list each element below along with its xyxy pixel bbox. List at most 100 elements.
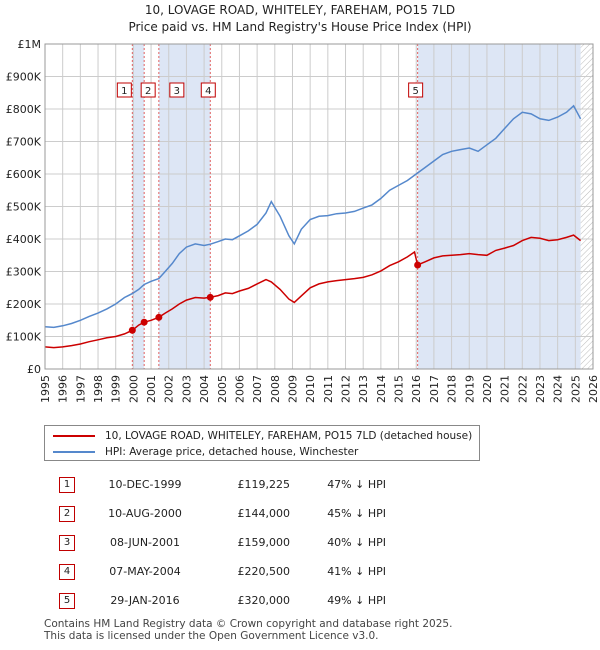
sale-hpi-diff: 45% ↓ HPI [327, 507, 386, 520]
sale-price: £320,000 [237, 594, 291, 607]
sale-point [155, 313, 163, 321]
legend-swatch-hpi [53, 451, 95, 453]
x-tick-label: 2025 [569, 375, 582, 403]
legend-item-hpi: HPI: Average price, detached house, Winc… [53, 446, 358, 458]
x-tick-label: 2003 [180, 375, 193, 403]
chart-title: 10, LOVAGE ROAD, WHITELEY, FAREHAM, PO15… [144, 3, 456, 17]
x-tick-label: 2014 [375, 375, 388, 403]
sale-number: 3 [59, 534, 75, 551]
sale-price: £119,225 [237, 478, 291, 491]
x-tick-label: 2018 [446, 375, 459, 403]
x-tick-label: 2020 [481, 375, 494, 403]
sale-date: 10-DEC-1999 [108, 478, 182, 491]
x-tick-label: 1999 [110, 375, 123, 403]
x-tick-label: 2019 [463, 375, 476, 403]
hpi-line [44, 104, 582, 329]
y-tick-label: £500K [6, 201, 42, 214]
sale-hpi-diff: 40% ↓ HPI [327, 536, 386, 549]
x-tick-label: 2023 [534, 375, 547, 403]
sale-marker-box [169, 82, 185, 98]
legend-label-price: 10, LOVAGE ROAD, WHITELEY, FAREHAM, PO15… [105, 430, 473, 442]
y-tick-label: £700K [6, 136, 42, 149]
x-tick-label: 2005 [216, 375, 229, 403]
footer-license: This data is licensed under the Open Gov… [44, 630, 379, 642]
sale-row: 3 08-JUN-2001 £159,000 40% ↓ HPI [44, 528, 386, 557]
x-tick-label: 2021 [499, 375, 512, 403]
x-tick-label: 2024 [552, 375, 565, 403]
sale-row: 2 10-AUG-2000 £144,000 45% ↓ HPI [44, 499, 386, 528]
sale-point [414, 261, 422, 269]
x-tick-label: 2000 [127, 375, 140, 403]
sale-date: 08-JUN-2001 [109, 536, 181, 549]
sale-date: 07-MAY-2004 [109, 565, 181, 578]
sale-hpi-diff: 49% ↓ HPI [327, 594, 386, 607]
x-tick-label: 2017 [428, 375, 441, 403]
x-tick-label: 2010 [304, 375, 317, 403]
sale-number: 1 [59, 476, 75, 493]
price-paid-line [44, 234, 582, 349]
sale-date: 10-AUG-2000 [108, 507, 182, 520]
x-tick-label: 1995 [39, 375, 52, 403]
footer-copyright: Contains HM Land Registry data © Crown c… [44, 618, 453, 630]
y-tick-label: £400K [6, 233, 42, 246]
y-tick-label: £1M [18, 38, 42, 51]
x-tick-label: 2008 [269, 375, 282, 403]
sales-table: 1 10-DEC-1999 £119,225 47% ↓ HPI 2 10-AUG-200… [44, 470, 386, 615]
x-tick-label: 2012 [340, 375, 353, 403]
sale-marker-label: 1 [121, 86, 127, 97]
sale-row: 4 07-MAY-2004 £220,500 41% ↓ HPI [44, 557, 386, 586]
x-tick-label: 2022 [516, 375, 529, 403]
sale-marker-box [408, 82, 424, 98]
sale-point [206, 293, 214, 301]
legend-item-price: 10, LOVAGE ROAD, WHITELEY, FAREHAM, PO15… [53, 430, 472, 442]
x-tick-label: 2004 [198, 375, 211, 403]
chart-subtitle: Price paid vs. HM Land Registry's House … [128, 20, 472, 34]
sale-point [128, 326, 136, 334]
sale-date: 29-JAN-2016 [110, 594, 180, 607]
price-chart: £0 £100K £200K £300K £400K £500K £600K £700K £80… [6, 38, 600, 403]
x-tick-label: 2001 [145, 375, 158, 403]
y-tick-label: £300K [6, 266, 42, 279]
y-tick-label: £100K [6, 331, 42, 344]
x-tick-label: 2015 [393, 375, 406, 403]
sale-number: 5 [59, 592, 75, 609]
x-tick-label: 1997 [74, 375, 87, 403]
plot-border [44, 43, 594, 370]
sale-marker-label: 5 [412, 86, 418, 97]
sale-marker-label: 2 [145, 86, 151, 97]
y-tick-label: £600K [6, 168, 42, 181]
sale-marker-box [200, 82, 216, 98]
sale-hpi-diff: 41% ↓ HPI [327, 565, 386, 578]
y-tick-label: £800K [6, 103, 42, 116]
sale-marker-label: 4 [205, 86, 211, 97]
legend-label-hpi: HPI: Average price, detached house, Winc… [105, 446, 359, 458]
sale-number: 4 [59, 563, 75, 580]
x-tick-label: 1998 [92, 375, 105, 403]
x-tick-label: 2009 [286, 375, 299, 403]
sale-marker-box [140, 82, 156, 98]
sale-number: 2 [59, 505, 75, 522]
y-tick-label: £900K [6, 71, 42, 84]
sale-marker-box [116, 82, 132, 98]
x-tick-label: 2006 [233, 375, 246, 403]
x-tick-label: 2011 [322, 375, 335, 403]
x-tick-label: 1996 [57, 375, 70, 403]
x-tick-label: 2013 [357, 375, 370, 403]
sale-hpi-diff: 47% ↓ HPI [327, 478, 386, 491]
sale-price: £159,000 [237, 536, 291, 549]
y-tick-label: £200K [6, 298, 42, 311]
sale-price: £144,000 [237, 507, 291, 520]
sale-row: 5 29-JAN-2016 £320,000 49% ↓ HPI [44, 586, 386, 615]
x-tick-label: 2002 [163, 375, 176, 403]
y-tick-label: £0 [27, 363, 41, 376]
sale-row: 1 10-DEC-1999 £119,225 47% ↓ HPI [44, 470, 386, 499]
x-tick-label: 2026 [587, 375, 600, 403]
footer: Contains HM Land Registry data © Crown c… [44, 618, 452, 642]
legend: 10, LOVAGE ROAD, WHITELEY, FAREHAM, PO15… [44, 425, 480, 461]
legend-swatch-price [53, 435, 95, 437]
sale-price: £220,500 [237, 565, 291, 578]
sale-marker-label: 3 [174, 86, 180, 97]
sale-point [140, 318, 148, 326]
x-tick-label: 2007 [251, 375, 264, 403]
x-tick-label: 2016 [410, 375, 423, 403]
